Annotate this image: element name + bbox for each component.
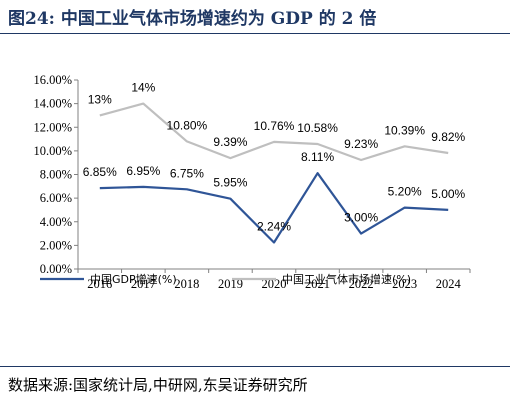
data-label: 8.11% xyxy=(301,150,334,164)
y-tick-label: 8.00% xyxy=(40,168,72,182)
y-tick-label: 12.00% xyxy=(33,120,72,134)
x-tick-label: 2016 xyxy=(87,277,112,291)
x-tick-label: 2017 xyxy=(131,277,156,291)
x-tick-label: 2024 xyxy=(436,277,462,291)
y-tick-label: 16.00% xyxy=(33,73,72,87)
y-axis: 0.00% 2.00% 4.00% 6.00% 8.00% 10.00% 12.00% 14.… xyxy=(33,73,79,276)
x-tick-label: 2021 xyxy=(305,277,330,291)
data-label: 6.85% xyxy=(83,165,117,179)
y-tick-label: 4.00% xyxy=(40,215,72,229)
series-line-2 xyxy=(99,102,449,162)
x-tick-label: 2020 xyxy=(262,277,287,291)
x-tick-label: 2018 xyxy=(174,277,199,291)
x-tick-label: 2022 xyxy=(349,277,374,291)
data-label: 13% xyxy=(88,92,112,106)
data-label: 10.58% xyxy=(297,121,338,135)
legend-label-1: 中国GDP增速(%) xyxy=(90,272,177,286)
x-tick-label: 2019 xyxy=(218,277,243,291)
data-label: 2.24% xyxy=(257,220,291,234)
data-label: 3.00% xyxy=(344,211,378,225)
y-tick-label: 0.00% xyxy=(40,262,72,276)
title-rule xyxy=(0,33,510,34)
figure-title: 图24: 中国工业气体市场增速约为 GDP 的 2 倍 xyxy=(8,9,377,29)
y-tick-label: 10.00% xyxy=(33,144,72,158)
line-chart: 0.00% 2.00% 4.00% 6.00% 8.00% 10.00% 12.00% 14.… xyxy=(33,73,471,291)
data-label: 9.82% xyxy=(431,130,465,144)
data-label: 14% xyxy=(131,81,155,95)
data-label: 10.39% xyxy=(384,123,425,137)
legend-label-2: 中国工业气体市场增速(%) xyxy=(282,272,411,286)
y-tick-label: 2.00% xyxy=(40,238,72,252)
x-tick-label: 2023 xyxy=(392,277,417,291)
data-label: 6.75% xyxy=(170,166,204,180)
data-label: 5.20% xyxy=(388,185,422,199)
source-rule xyxy=(0,366,510,367)
legend: 中国GDP增速(%) 中国工业气体市场增速(%) xyxy=(40,272,411,286)
data-label-layer: 6.85% 6.95% 6.75% 5.95% 2.24% 8.11% 3.00% 5.20%… xyxy=(83,81,466,234)
data-label: 10.80% xyxy=(167,118,208,132)
data-label: 9.23% xyxy=(344,137,378,151)
data-label: 5.95% xyxy=(213,176,247,190)
x-axis: 2016 2017 2018 2019 2020 2021 2022 2023 2024 xyxy=(77,268,471,291)
data-label: 10.76% xyxy=(254,119,295,133)
series-layer xyxy=(99,102,449,244)
source-note: 数据来源:国家统计局,中研网,东吴证券研究所 xyxy=(8,376,308,394)
y-tick-label: 6.00% xyxy=(40,191,72,205)
data-label: 6.95% xyxy=(126,164,160,178)
y-tick-label: 14.00% xyxy=(33,97,72,111)
series-line-1 xyxy=(99,172,449,244)
data-label: 5.00% xyxy=(431,187,465,201)
data-label: 9.39% xyxy=(213,135,247,149)
